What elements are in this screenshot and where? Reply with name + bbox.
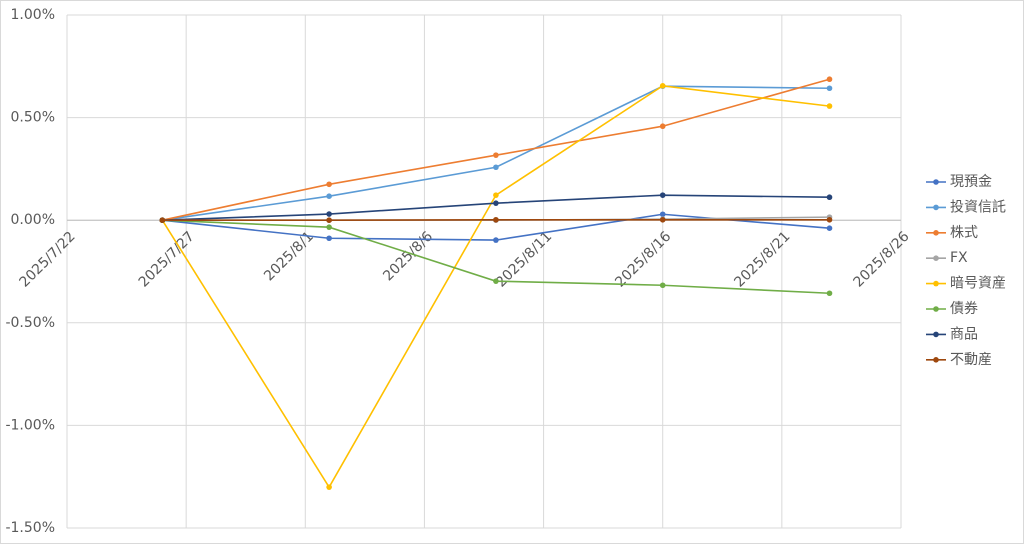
data-point	[326, 181, 332, 188]
data-point	[659, 282, 666, 289]
data-point	[826, 103, 833, 109]
legend-label: 現預金	[950, 174, 992, 190]
data-point	[493, 152, 499, 158]
y-tick-label: -0.50%	[5, 315, 55, 331]
legend-label: 不動産	[950, 352, 992, 368]
data-point	[326, 224, 332, 230]
data-point	[826, 225, 833, 232]
y-tick-label: 0.00%	[11, 212, 55, 228]
legend-label: FX	[950, 250, 968, 266]
data-point	[826, 216, 833, 223]
data-point	[493, 278, 499, 284]
legend-marker	[933, 331, 939, 338]
legend-label: 株式	[950, 225, 978, 241]
data-point	[493, 192, 499, 198]
data-point	[493, 216, 499, 223]
legend-marker	[933, 357, 939, 363]
data-point	[326, 235, 332, 242]
legend-marker	[933, 204, 939, 211]
data-point	[826, 194, 833, 201]
data-point	[659, 192, 666, 198]
data-point	[659, 211, 666, 218]
legend-label: 債券	[950, 301, 978, 317]
legend-marker	[933, 306, 939, 312]
data-point	[493, 200, 499, 206]
data-point	[493, 164, 499, 171]
data-point	[659, 216, 666, 223]
data-point	[659, 123, 666, 130]
data-point	[826, 85, 833, 92]
data-point	[826, 76, 833, 83]
data-point	[326, 484, 332, 490]
legend-label: 商品	[950, 326, 978, 342]
legend-marker	[933, 280, 939, 287]
y-tick-label: 1.00%	[11, 7, 55, 23]
y-tick-label: 0.50%	[11, 110, 55, 126]
data-point	[326, 193, 332, 199]
y-tick-label: -1.00%	[5, 417, 55, 433]
data-point	[326, 217, 332, 223]
data-point	[159, 217, 166, 223]
data-point	[659, 82, 666, 89]
data-point	[826, 290, 833, 297]
legend-marker	[933, 230, 939, 236]
data-point	[326, 211, 332, 217]
legend-label: 投資信託	[950, 199, 1006, 215]
legend-marker	[933, 255, 939, 261]
y-tick-label: -1.50%	[5, 520, 55, 536]
legend-marker	[933, 179, 939, 185]
data-point	[493, 237, 499, 243]
legend-label: 暗号資産	[950, 276, 1006, 292]
